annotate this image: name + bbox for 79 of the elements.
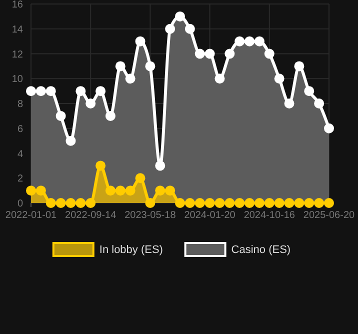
y-tick-label: 10 xyxy=(12,74,24,86)
point xyxy=(135,36,146,46)
point xyxy=(194,48,205,59)
y-tick-label: 8 xyxy=(17,99,24,110)
point xyxy=(274,198,284,208)
point xyxy=(214,198,225,208)
point xyxy=(105,186,116,196)
point xyxy=(294,198,304,208)
point xyxy=(115,186,126,196)
point xyxy=(204,198,215,208)
point xyxy=(56,198,66,208)
point xyxy=(224,198,235,208)
point xyxy=(244,198,255,208)
point xyxy=(115,61,126,72)
point xyxy=(224,48,235,59)
y-tick-label: 16 xyxy=(12,0,24,10)
point xyxy=(155,160,166,171)
point xyxy=(234,36,245,46)
x-tick-label: 2025-06-20 xyxy=(303,210,356,221)
point xyxy=(56,110,66,121)
point xyxy=(184,24,195,34)
point xyxy=(184,198,195,208)
point xyxy=(86,198,96,208)
x-tick-label: 2024-01-20 xyxy=(184,210,236,221)
point xyxy=(46,86,56,96)
x-tick-label: 2023-05-18 xyxy=(124,210,176,221)
point xyxy=(175,198,185,208)
point xyxy=(254,198,264,208)
point xyxy=(145,61,156,72)
point xyxy=(254,36,264,46)
point xyxy=(76,86,86,96)
point xyxy=(304,198,314,208)
point xyxy=(264,48,274,59)
y-tick-label: 14 xyxy=(12,24,24,36)
x-tick-label: 2024-10-16 xyxy=(244,210,296,221)
point xyxy=(96,86,106,96)
point xyxy=(244,36,255,46)
point xyxy=(26,186,36,196)
point xyxy=(304,86,314,96)
point xyxy=(105,110,116,121)
point xyxy=(194,198,205,208)
point xyxy=(76,198,86,208)
point xyxy=(96,160,106,171)
point xyxy=(284,98,294,108)
point xyxy=(66,136,76,146)
point xyxy=(294,61,304,72)
y-tick-label: 0 xyxy=(17,198,24,210)
legend-label: Casino (ES) xyxy=(231,244,291,256)
x-tick-label: 2022-01-01 xyxy=(5,210,58,221)
legend-label: In lobby (ES) xyxy=(99,244,163,256)
point xyxy=(36,186,46,196)
point xyxy=(125,74,136,84)
x-tick-label: 2022-09-14 xyxy=(65,210,117,221)
y-tick-label: 4 xyxy=(17,148,24,160)
point xyxy=(66,198,76,208)
point xyxy=(324,198,334,208)
point xyxy=(165,24,176,34)
point xyxy=(314,198,324,208)
point xyxy=(264,198,274,208)
point xyxy=(314,98,324,108)
point xyxy=(86,98,96,108)
point xyxy=(165,186,176,196)
point xyxy=(145,198,156,208)
point xyxy=(214,74,225,84)
point xyxy=(274,74,284,84)
point xyxy=(125,186,136,196)
point xyxy=(135,173,146,184)
point xyxy=(175,11,185,22)
point xyxy=(155,186,166,196)
y-tick-label: 12 xyxy=(12,49,24,60)
point xyxy=(46,198,56,208)
point xyxy=(204,48,215,59)
point xyxy=(324,123,334,134)
point xyxy=(26,86,36,96)
point xyxy=(36,86,46,96)
point xyxy=(284,198,294,208)
point xyxy=(234,198,245,208)
y-tick-label: 6 xyxy=(17,124,24,135)
y-tick-label: 2 xyxy=(17,174,24,185)
